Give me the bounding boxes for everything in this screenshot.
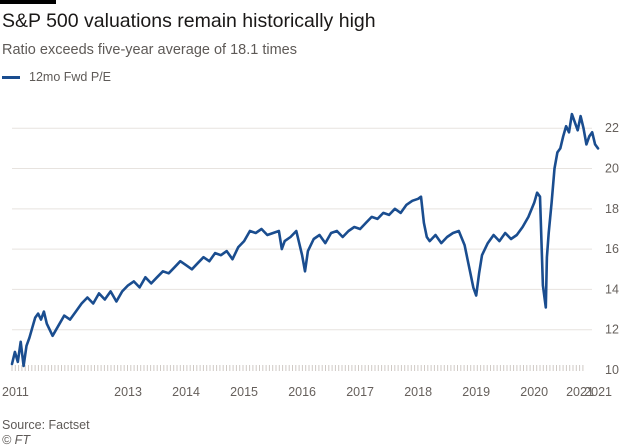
y-tick-label-16: 16 xyxy=(605,242,619,256)
x-tick-marks xyxy=(11,365,584,371)
source-note: Source: Factset xyxy=(2,418,90,432)
x-tick-label-2019-7: 2019 xyxy=(462,385,490,399)
copyright-note: © FT xyxy=(2,433,30,447)
y-tick-labels: 10 12 14 16 18 20 22 xyxy=(605,121,619,377)
x-tick-label-2014-2: 2014 xyxy=(172,385,200,399)
x-tick-labels: 2011 2013 2014 2015 2016 2017 2018 2019 2020 2021… xyxy=(2,385,612,399)
series-line-0 xyxy=(10,112,600,368)
y-tick-label-20: 20 xyxy=(605,162,619,176)
legend-swatch-icon xyxy=(2,75,20,79)
ft-top-bar xyxy=(0,0,56,4)
series-layer xyxy=(10,112,600,368)
legend: 12mo Fwd P/E xyxy=(2,69,111,85)
grid-layer xyxy=(12,127,592,331)
x-tick-label-2020-8: 2020 xyxy=(520,385,548,399)
chart-title: S&P 500 valuations remain historically h… xyxy=(2,10,376,32)
x-tick-label-2016-4: 2016 xyxy=(288,385,316,399)
x-tick-label-2021-10: 2021 xyxy=(584,385,612,399)
y-tick-label-22: 22 xyxy=(605,121,619,135)
chart-subtitle: Ratio exceeds five-year average of 18.1 … xyxy=(2,42,297,58)
y-tick-label-18: 18 xyxy=(605,202,619,216)
y-tick-label-12: 12 xyxy=(605,323,619,337)
y-tick-label-14: 14 xyxy=(605,282,619,296)
x-tick-label-2013-1: 2013 xyxy=(114,385,142,399)
x-tick-label-2021-9: 2021 xyxy=(566,385,594,399)
x-tick-label-2015-3: 2015 xyxy=(230,385,258,399)
x-tick-label-2017-5: 2017 xyxy=(346,385,374,399)
x-tick-label-2011-0: 2011 xyxy=(2,385,29,399)
x-tick-label-2018-6: 2018 xyxy=(404,385,432,399)
y-tick-label-10: 10 xyxy=(605,363,619,377)
legend-label: 12mo Fwd P/E xyxy=(29,70,111,84)
